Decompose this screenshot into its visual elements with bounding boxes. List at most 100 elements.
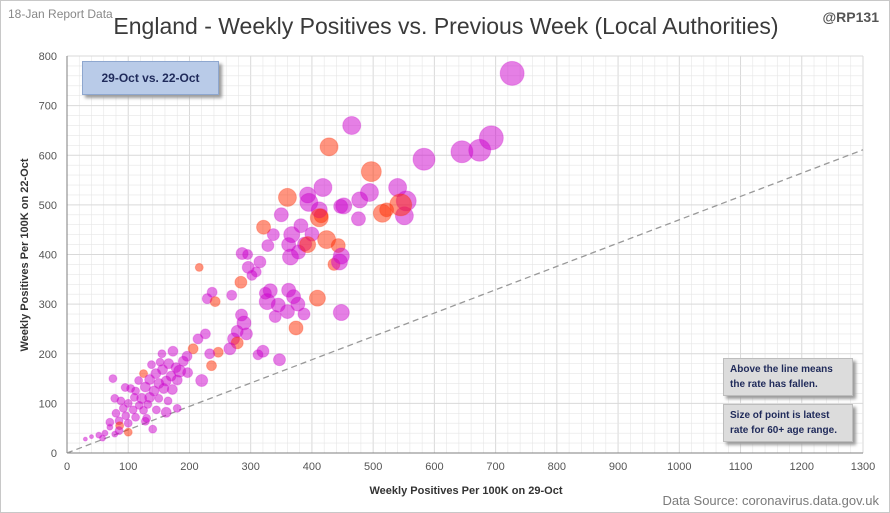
- data-point-rising: [114, 426, 124, 436]
- data-point-rising: [108, 374, 118, 384]
- data-point-rising: [266, 228, 280, 242]
- data-point-rising: [105, 417, 115, 427]
- data-point-rising: [450, 140, 474, 164]
- x-tick-label: 200: [180, 461, 198, 473]
- y-tick-label: 800: [39, 51, 57, 63]
- data-point-falling: [360, 161, 382, 183]
- data-point-rising: [223, 342, 237, 356]
- data-point-rising: [332, 304, 350, 322]
- author-handle: @RP131: [822, 9, 879, 25]
- data-point-falling: [139, 369, 149, 379]
- data-point-falling: [317, 230, 337, 250]
- data-point-falling: [277, 187, 297, 207]
- x-tick-label: 900: [609, 461, 627, 473]
- data-point-rising: [199, 328, 211, 340]
- data-point-falling: [308, 289, 326, 307]
- data-point-falling: [288, 320, 304, 336]
- data-point-rising: [350, 211, 366, 227]
- report-date-label: 18-Jan Report Data: [8, 7, 113, 21]
- y-tick-label: 0: [51, 448, 57, 460]
- y-tick-label: 700: [39, 101, 57, 113]
- data-point-rising: [99, 434, 107, 442]
- x-tick-label: 1300: [851, 461, 875, 473]
- grid-lines: [66, 55, 864, 454]
- y-tick-label: 400: [39, 250, 57, 262]
- point-size-note: Size of point is latest rate for 60+ age…: [723, 404, 853, 442]
- data-point-rising: [154, 393, 164, 403]
- data-point-rising: [134, 376, 144, 386]
- data-point-rising: [359, 182, 379, 202]
- data-point-rising: [131, 412, 141, 422]
- data-point-rising: [123, 418, 133, 428]
- period-label: 29-Oct vs. 22-Oct: [82, 61, 219, 95]
- data-point-rising: [128, 405, 138, 415]
- data-point-rising: [148, 424, 158, 434]
- data-point-rising: [258, 293, 276, 311]
- data-point-rising: [123, 398, 133, 408]
- x-tick-label: 100: [119, 461, 137, 473]
- data-point-rising: [157, 349, 167, 359]
- y-tick-label: 500: [39, 200, 57, 212]
- data-point-rising: [297, 307, 311, 321]
- data-point-rising: [111, 408, 121, 418]
- data-point-rising: [139, 381, 151, 393]
- data-point-rising: [273, 207, 289, 223]
- data-point-falling: [209, 296, 221, 308]
- data-point-rising: [272, 353, 286, 367]
- data-point-rising: [120, 382, 130, 392]
- data-point-falling: [206, 360, 218, 372]
- tick-labels: 0 100 200 300 400 500 600 700 800 900 1000 1100 1200…: [39, 51, 876, 473]
- data-point-rising: [167, 345, 179, 357]
- data-point-rising: [110, 393, 120, 403]
- data-point-rising: [335, 197, 353, 215]
- data-point-rising: [256, 344, 270, 358]
- data-point-rising: [342, 115, 362, 135]
- data-point-falling: [187, 343, 199, 355]
- x-tick-label: 800: [548, 461, 566, 473]
- data-point-rising: [195, 374, 209, 388]
- data-point-falling: [309, 208, 329, 228]
- x-tick-label: 700: [486, 461, 504, 473]
- data-point-rising: [192, 333, 204, 345]
- data-point-rising: [330, 253, 348, 271]
- x-tick-label: 1200: [790, 461, 814, 473]
- y-tick-label: 200: [39, 349, 57, 361]
- data-point-rising: [160, 406, 172, 418]
- data-point-rising: [82, 436, 88, 442]
- data-point-rising: [173, 364, 187, 378]
- data-point-rising: [172, 403, 182, 413]
- data-point-rising: [279, 304, 295, 320]
- x-tick-label: 1000: [667, 461, 691, 473]
- x-tick-label: 1100: [729, 461, 753, 473]
- data-point-rising: [88, 434, 94, 440]
- data-source: Data Source: coronavirus.data.gov.uk: [662, 493, 879, 508]
- x-tick-label: 0: [64, 461, 70, 473]
- data-point-rising: [151, 405, 161, 415]
- data-point-rising: [261, 239, 275, 253]
- data-point-falling: [194, 262, 204, 272]
- y-tick-label: 600: [39, 150, 57, 162]
- x-axis-label: Weekly Positives Per 100K on 29-Oct: [370, 485, 563, 497]
- data-point-rising: [241, 260, 255, 274]
- data-point-rising: [299, 192, 319, 212]
- reference-line: [66, 149, 864, 454]
- data-point-rising: [163, 358, 175, 370]
- x-tick-label: 600: [425, 461, 443, 473]
- data-point-rising: [140, 416, 150, 426]
- data-point-rising: [166, 383, 178, 395]
- chart-title: England - Weekly Positives vs. Previous …: [113, 13, 779, 39]
- data-point-rising: [177, 355, 189, 367]
- data-point-rising: [204, 348, 216, 360]
- data-point-falling: [372, 203, 392, 223]
- y-tick-label: 300: [39, 299, 57, 311]
- data-point-rising: [226, 289, 238, 301]
- data-point-rising: [478, 125, 504, 151]
- data-point-rising: [163, 396, 173, 406]
- data-point-falling: [256, 219, 272, 235]
- data-point-falling: [389, 193, 413, 217]
- data-point-falling: [234, 275, 248, 289]
- axes: [66, 56, 863, 454]
- data-point-rising: [136, 392, 148, 404]
